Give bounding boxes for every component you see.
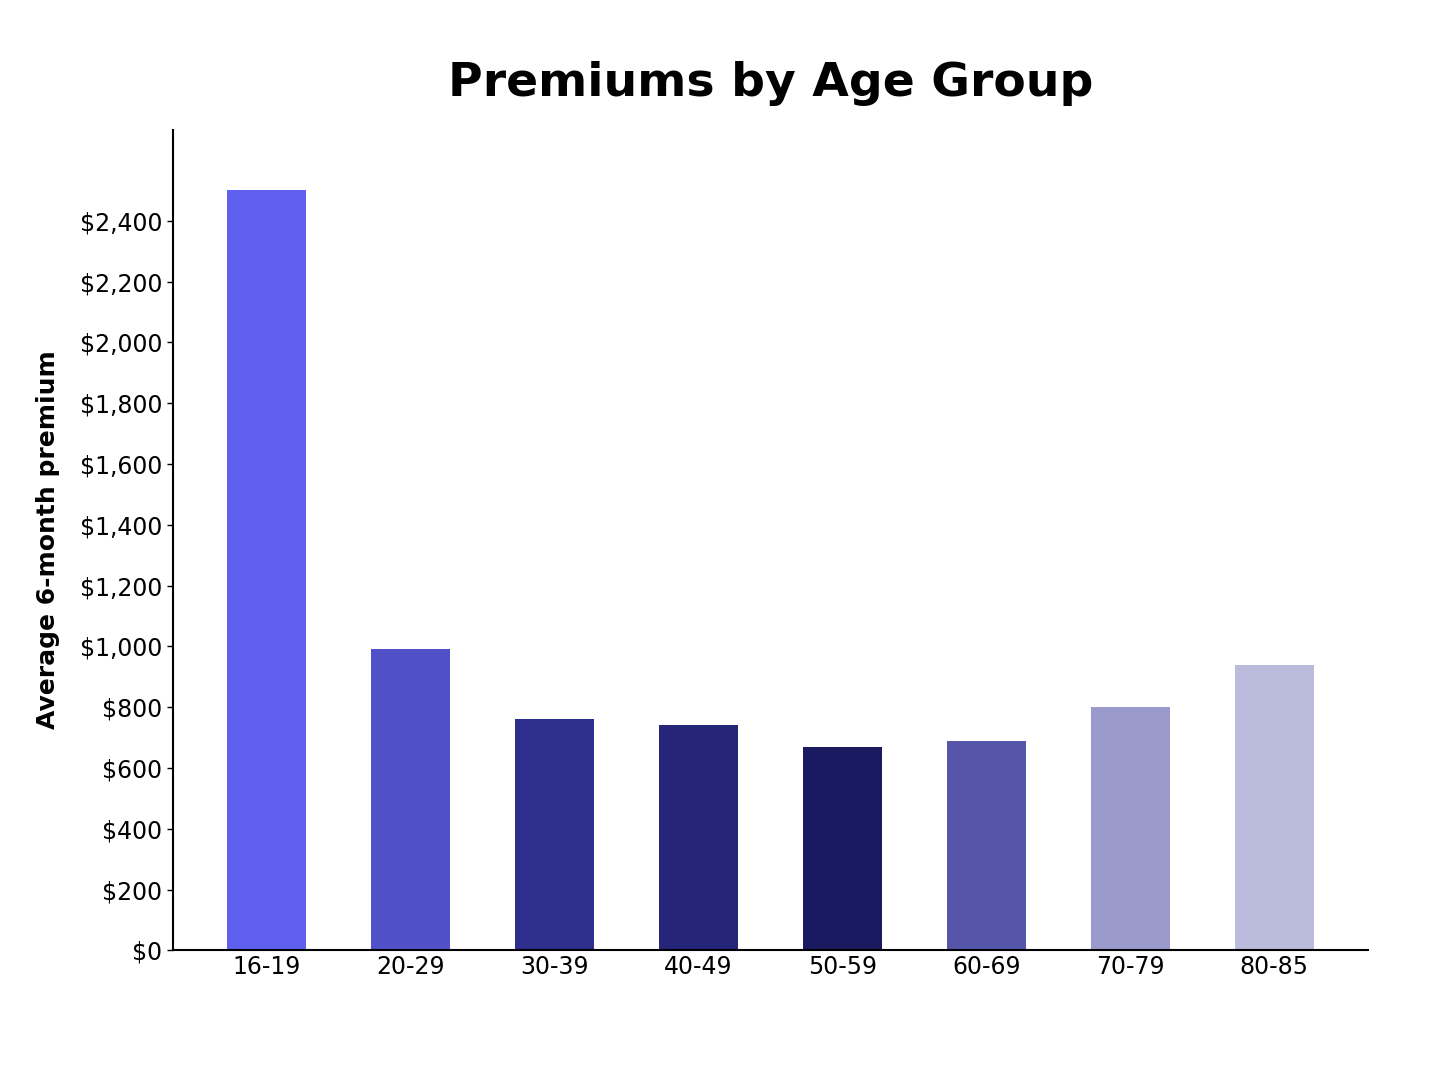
Bar — [802, 746, 881, 950]
Title: Premiums by Age Group: Premiums by Age Group — [448, 62, 1093, 106]
Bar — [228, 190, 307, 950]
Bar — [1090, 707, 1169, 950]
Bar — [516, 719, 595, 950]
Bar — [660, 726, 739, 950]
Bar — [1234, 664, 1313, 950]
Y-axis label: Average 6-month premium: Average 6-month premium — [36, 351, 60, 729]
Bar — [372, 649, 451, 950]
Bar — [946, 741, 1025, 950]
